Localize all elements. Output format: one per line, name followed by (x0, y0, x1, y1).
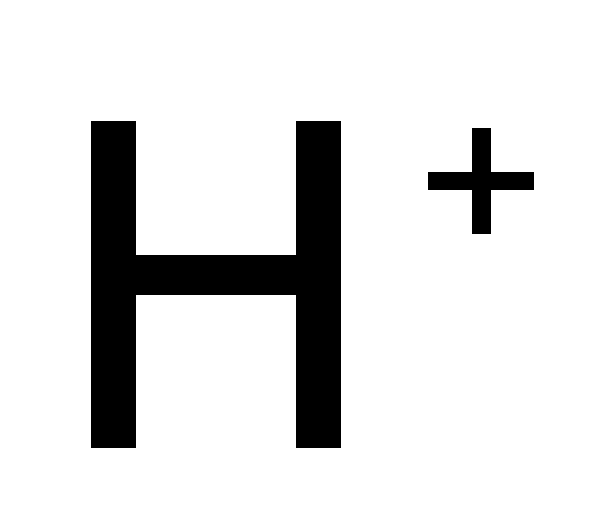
element-label: H (54, 42, 379, 512)
h-crossbar (136, 255, 296, 295)
element-symbol-h (91, 121, 341, 448)
plus-horizontal (428, 172, 534, 190)
charge-plus-sign (428, 128, 534, 234)
h-right-stem (296, 121, 341, 448)
charge-label: + (437, 98, 525, 266)
h-left-stem (91, 121, 136, 448)
